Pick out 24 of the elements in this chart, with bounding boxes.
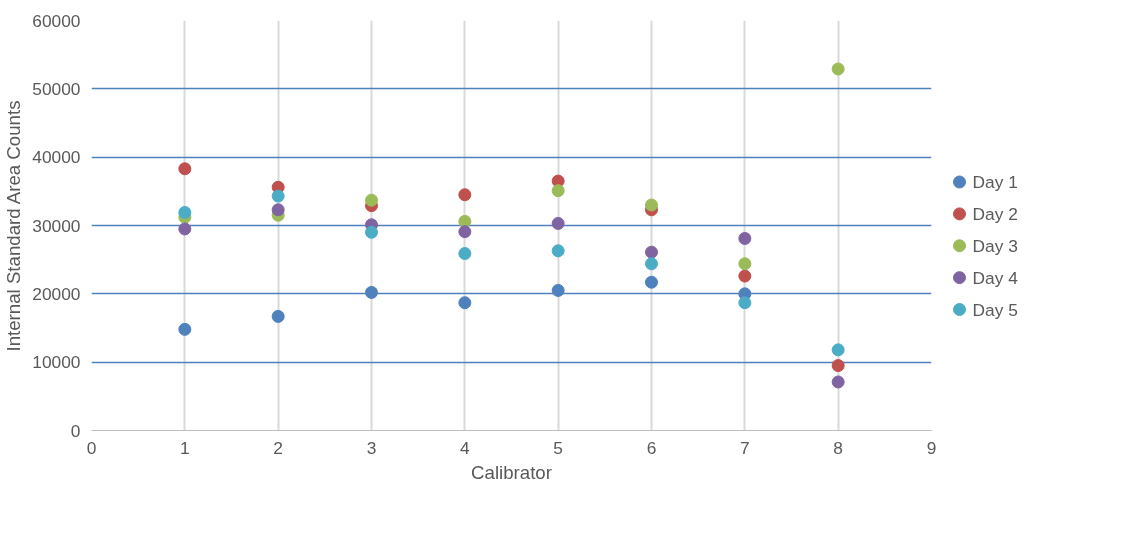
legend-label: Day 1 [972, 172, 1018, 192]
y-tick-label: 50000 [32, 78, 81, 99]
y-tick-label: 20000 [32, 283, 81, 304]
x-tick-label: 8 [833, 437, 843, 458]
legend-label: Day 2 [972, 203, 1018, 224]
y-tick-label: 10000 [32, 352, 81, 373]
x-tick-label: 1 [180, 437, 190, 458]
x-tick-label: 2 [273, 437, 283, 458]
x-tick-label: 6 [646, 437, 657, 458]
x-tick-label: 7 [740, 437, 750, 458]
x-axis-title: Calibrator [471, 461, 552, 483]
x-tick-label: 5 [553, 437, 563, 458]
y-axis-title: Internal Standard Area Counts [3, 100, 25, 352]
legend-label: Day 3 [972, 235, 1018, 256]
x-tick-label: 9 [926, 437, 937, 458]
y-tick-label: 40000 [32, 147, 81, 168]
y-tick-label: 60000 [32, 10, 81, 31]
legend-label: Day 4 [972, 267, 1019, 288]
y-tick-label: 30000 [32, 215, 81, 236]
x-tick-label: 0 [86, 437, 97, 458]
y-tick-label: 0 [70, 420, 81, 441]
legend-label: Day 5 [972, 299, 1018, 320]
x-tick-label: 3 [366, 437, 377, 458]
x-tick-label: 4 [460, 437, 471, 458]
